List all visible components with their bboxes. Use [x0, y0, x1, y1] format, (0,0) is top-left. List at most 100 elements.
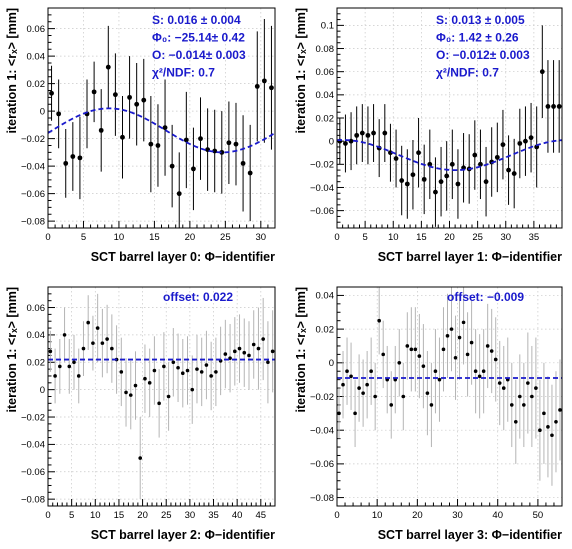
data-point	[233, 141, 239, 147]
y-tick-label: 0.1	[321, 21, 334, 32]
data-point	[354, 132, 360, 138]
fit-offset-label: O: −0.012± 0.003	[436, 48, 530, 62]
x-tick-label: 50	[533, 510, 544, 521]
data-point	[155, 143, 161, 148]
data-point	[542, 411, 546, 416]
data-point	[461, 320, 466, 325]
data-points	[49, 19, 274, 228]
data-point	[425, 391, 430, 395]
data-point	[191, 166, 196, 172]
data-point	[269, 85, 274, 91]
data-point	[373, 394, 377, 399]
data-point	[124, 390, 128, 395]
data-point	[233, 349, 237, 354]
data-point	[199, 370, 204, 374]
data-point	[501, 386, 506, 390]
x-tick-label: 25	[220, 232, 231, 243]
x-tick-label: 5	[69, 510, 74, 521]
data-point	[493, 357, 498, 362]
data-point	[185, 368, 190, 373]
data-point	[100, 341, 105, 345]
y-tick-label: 0.06	[27, 303, 46, 314]
data-point	[148, 141, 154, 147]
data-point	[437, 377, 442, 382]
data-point	[261, 78, 267, 84]
data-points	[48, 293, 275, 500]
x-tick-label: 20	[444, 232, 455, 243]
data-point	[404, 181, 410, 187]
data-point	[517, 141, 523, 146]
data-point	[429, 403, 434, 407]
x-tick-label: 15	[416, 232, 427, 243]
data-point	[240, 160, 246, 166]
x-tick-label: 5	[81, 232, 86, 243]
data-point	[401, 394, 406, 399]
data-point	[397, 361, 402, 365]
data-point	[247, 353, 251, 358]
data-point	[176, 191, 182, 197]
data-point	[198, 136, 203, 142]
plot-area	[48, 287, 275, 506]
data-point	[538, 428, 542, 432]
data-point	[204, 363, 209, 367]
x-tick-label: 30	[452, 510, 463, 521]
data-point	[105, 64, 111, 70]
data-point	[417, 354, 422, 358]
data-point	[445, 334, 450, 338]
plot-frame	[47, 286, 276, 507]
data-point	[441, 347, 446, 352]
data-point	[481, 369, 486, 374]
data-point	[413, 347, 418, 352]
data-point	[63, 160, 69, 166]
data-point	[190, 387, 195, 392]
data-point	[546, 425, 550, 429]
data-point	[416, 150, 421, 156]
data-point	[256, 346, 261, 351]
data-point	[449, 327, 454, 331]
data-point	[485, 344, 490, 348]
data-point	[180, 371, 185, 376]
data-point	[494, 154, 500, 160]
data-point	[141, 97, 147, 103]
y-tick-label: 0.04	[27, 330, 46, 341]
fit-phase-label: Φ₀: −25.14± 0.42	[152, 31, 245, 45]
data-point	[49, 90, 54, 96]
data-point	[127, 94, 132, 100]
data-point	[405, 344, 410, 348]
x-tick-label: 35	[529, 232, 540, 243]
data-point	[261, 337, 265, 341]
panel-layer-1: −0.06 −0.04 −0.02 0 0.02 0.04 0.06 0.08 0.1 0 5 10 1…	[294, 7, 563, 264]
data-point	[162, 364, 166, 369]
y-tick-label: −0.04	[21, 161, 45, 172]
data-point	[556, 104, 562, 109]
data-point	[469, 340, 474, 345]
data-point	[371, 130, 376, 136]
fit-slope-label: S: 0.016 ± 0.004	[152, 13, 241, 27]
x-tick-label: 20	[412, 510, 423, 521]
data-point	[119, 370, 124, 374]
data-point	[337, 411, 341, 416]
fit-slope-label: S: 0.013 ± 0.005	[436, 13, 525, 27]
data-point	[382, 130, 388, 136]
data-point	[453, 355, 458, 360]
y-tick-label: −0.04	[21, 440, 45, 451]
fit-phase-label: Φ₀: 1.42 ± 0.26	[436, 31, 519, 45]
data-point	[105, 337, 109, 341]
data-point	[226, 140, 232, 146]
x-tick-label: 10	[388, 232, 399, 243]
y-tick-label: −0.06	[21, 189, 45, 200]
y-axis-title: iteration 1: <rₓ> [mm]	[294, 8, 308, 133]
y-tick-label: 0	[329, 358, 334, 369]
y-tick-label: −0.04	[310, 183, 334, 194]
y-tick-label: −0.08	[21, 494, 45, 505]
x-tick-label: 35	[208, 510, 219, 521]
data-point	[212, 148, 218, 154]
y-tick-label: 0.06	[27, 24, 46, 35]
data-point	[157, 401, 161, 406]
data-point	[389, 403, 394, 407]
data-point	[551, 104, 556, 109]
y-tick-label: 0.08	[316, 44, 335, 55]
data-point	[349, 374, 353, 379]
data-points	[337, 25, 562, 227]
